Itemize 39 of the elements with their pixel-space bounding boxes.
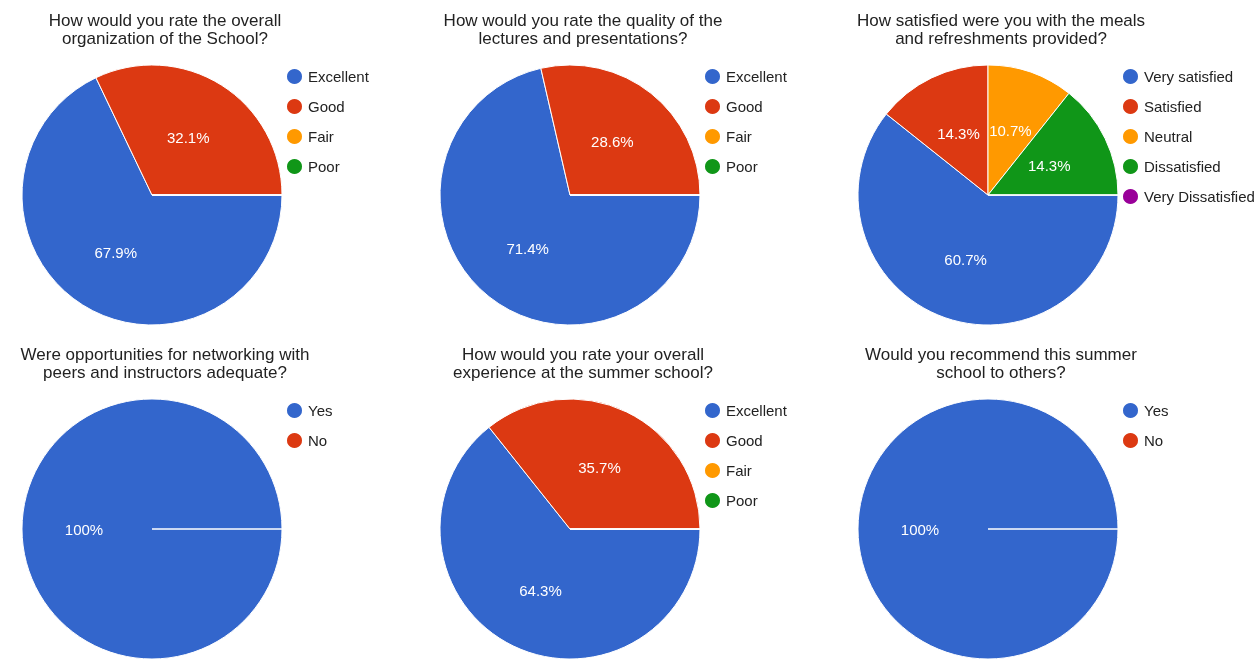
data-label: 14.3% (937, 125, 980, 143)
legend-label: Very Dissatisfied (1144, 188, 1255, 205)
legend-label: Poor (308, 158, 340, 175)
legend-label: Good (308, 98, 345, 115)
data-label: 32.1% (166, 128, 210, 146)
chart-title: How would you rate your overall experience at the summer school? (452, 345, 714, 382)
chart-title: Would you recommend this summer school to others? (864, 345, 1138, 382)
legend-label: Dissatisfied (1144, 158, 1221, 175)
data-label: 60.7% (944, 250, 987, 268)
data-label: 35.7% (578, 459, 621, 477)
legend-label: Very satisfied (1144, 68, 1234, 85)
legend-label: Yes (1144, 402, 1169, 419)
legend-label: Fair (726, 462, 752, 479)
legend-label: Fair (726, 128, 752, 145)
legend-label: Good (726, 432, 763, 449)
legend-label: Poor (726, 158, 758, 175)
legend-label: No (308, 432, 328, 449)
legend-label: Yes (308, 402, 333, 419)
data-label: 71.4% (506, 239, 549, 257)
chart-title: How would you rate the quality of the lectures and presentations? (442, 11, 724, 48)
legend-label: No (1144, 432, 1164, 449)
data-label: 100% (900, 520, 940, 538)
legend-label: Excellent (726, 402, 788, 419)
legend-label: Neutral (1144, 128, 1193, 145)
legend-label: Good (726, 98, 763, 115)
legend-label: Poor (726, 492, 758, 509)
legend-label: Excellent (726, 68, 788, 85)
chart-title: Were opportunities for networking with peers and instructors adequate? (19, 345, 311, 382)
chart-title: How satisfied were you with the meals and refreshments provided? (855, 11, 1147, 48)
legend-label: Fair (308, 128, 334, 145)
data-label: 10.7% (989, 122, 1032, 140)
data-label: 67.9% (94, 244, 138, 262)
data-label: 100% (64, 520, 104, 538)
data-label: 14.3% (1027, 156, 1071, 174)
data-label: 28.6% (591, 133, 634, 151)
data-label: 64.3% (519, 581, 562, 599)
chart-title: How would you rate the overall organization of the School? (47, 11, 283, 48)
legend-label: Excellent (308, 68, 370, 85)
legend-label: Satisfied (1144, 98, 1202, 115)
